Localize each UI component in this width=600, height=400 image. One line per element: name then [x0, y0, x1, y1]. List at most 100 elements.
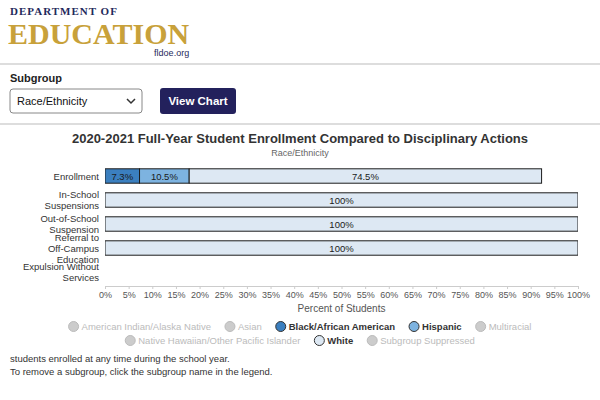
tick-label: 50% [333, 290, 351, 300]
tick-mark [152, 286, 153, 289]
tick-label: 80% [475, 290, 493, 300]
tick: 80% [475, 286, 493, 300]
tick-label: 90% [522, 290, 540, 300]
tick: 65% [404, 286, 422, 300]
tick-label: 70% [428, 290, 446, 300]
tick-mark [105, 286, 106, 289]
legend-marker[interactable] [367, 336, 377, 346]
tick-label: 95% [546, 290, 564, 300]
select-value[interactable]: Race/Ethnicity [17, 95, 88, 107]
category-label: Referral toOff-CampusEducation [48, 232, 99, 265]
legend-item[interactable]: American Indian/Alaska Native [69, 321, 211, 332]
tick-label: 65% [404, 290, 422, 300]
data-label: 100% [329, 195, 354, 206]
tick-label: 25% [215, 290, 233, 300]
tick-label: 20% [191, 290, 209, 300]
category-labels: EnrollmentIn-SchoolSuspensionsOut-of-Sch… [23, 171, 99, 284]
tick-mark [365, 286, 366, 289]
select-chevron[interactable] [127, 99, 135, 103]
data-label: 100% [329, 219, 354, 230]
select-box[interactable] [10, 89, 142, 113]
controls-rule [0, 124, 600, 125]
subgroup-select[interactable]: Race/Ethnicity [10, 89, 142, 113]
x-axis: 0%5%10%15%20%25%30%35%40%45%50%55%60%65%… [99, 286, 590, 300]
legend-marker[interactable] [314, 336, 324, 346]
tick-mark [507, 286, 508, 289]
legend-label[interactable]: Native Hawaiian/Other Pacific Islander [138, 335, 300, 346]
legend-marker[interactable] [409, 322, 419, 332]
legend-marker[interactable] [69, 322, 79, 332]
tick-mark [294, 286, 295, 289]
tick: 10% [144, 286, 162, 300]
data-label: 10.5% [151, 171, 178, 182]
legend-label[interactable]: Hispanic [422, 321, 462, 332]
legend-label[interactable]: Subgroup Suppressed [380, 335, 475, 346]
header-rule [0, 64, 600, 65]
tick: 90% [522, 286, 540, 300]
data-labels: 7.3%10.5%74.5%100%100%100% [111, 171, 379, 254]
legend-label[interactable]: Black/African American [289, 321, 396, 332]
tick: 75% [451, 286, 469, 300]
legend-label[interactable]: Asian [238, 321, 262, 332]
legend-item[interactable]: Black/African American [276, 321, 396, 332]
logo-main: EDUCATION [8, 17, 189, 50]
legend-label[interactable]: Multiracial [489, 321, 532, 332]
tick-mark [247, 286, 248, 289]
bar-segment [105, 193, 578, 207]
legend-item[interactable]: Asian [225, 321, 262, 332]
legend-marker[interactable] [476, 322, 486, 332]
legend-label[interactable]: White [327, 335, 353, 346]
tick-label: 5% [123, 290, 136, 300]
control-label: Subgroup [10, 72, 62, 84]
tick-mark [578, 286, 579, 289]
bar-segment [105, 241, 578, 255]
legend-item[interactable]: Native Hawaiian/Other Pacific Islander [125, 335, 300, 346]
tick: 20% [191, 286, 209, 300]
tick: 70% [428, 286, 446, 300]
tick: 85% [499, 286, 517, 300]
legend-marker[interactable] [225, 322, 235, 332]
footnote: students enrolled at any time during the… [10, 353, 230, 364]
tick: 30% [238, 286, 256, 300]
tick: 45% [309, 286, 327, 300]
tick-label: 10% [144, 290, 162, 300]
page: DEPARTMENT OFEDUCATIONfldoe.orgSubgroupR… [0, 0, 600, 400]
tick-mark [200, 286, 201, 289]
legend-marker[interactable] [125, 336, 135, 346]
tick-mark [460, 286, 461, 289]
tick-label: 100% [567, 290, 590, 300]
tick-mark [412, 286, 413, 289]
data-label: 74.5% [352, 171, 379, 182]
tick-mark [389, 286, 390, 289]
legend-marker[interactable] [276, 322, 286, 332]
tick: 15% [167, 286, 185, 300]
tick-mark [271, 286, 272, 289]
tick: 35% [262, 286, 280, 300]
view-chart-button[interactable]: View Chart [160, 88, 236, 114]
legend-label[interactable]: American Indian/Alaska Native [82, 321, 211, 332]
button-label[interactable]: View Chart [168, 95, 227, 107]
tick-label: 35% [262, 290, 280, 300]
tick: 55% [357, 286, 375, 300]
legend-item[interactable]: Subgroup Suppressed [367, 335, 475, 346]
tick: 95% [546, 286, 564, 300]
legend-item[interactable]: Hispanic [409, 321, 462, 332]
tick-label: 45% [309, 290, 327, 300]
tick-mark [483, 286, 484, 289]
tick-mark [531, 286, 532, 289]
legend-item[interactable]: Multiracial [476, 321, 532, 332]
tick-mark [342, 286, 343, 289]
tick: 0% [99, 286, 112, 300]
legend-item[interactable]: White [314, 335, 353, 346]
tick-label: 0% [99, 290, 112, 300]
footnote: To remove a subgroup, click the subgroup… [10, 366, 272, 377]
button-box[interactable] [160, 88, 236, 114]
tick: 100% [567, 286, 590, 300]
category-label: Enrollment [54, 171, 100, 182]
bar-segment [105, 217, 578, 231]
tick-label: 55% [357, 290, 375, 300]
tick-mark [223, 286, 224, 289]
data-label: 7.3% [111, 171, 133, 182]
tick-label: 75% [451, 290, 469, 300]
tick-mark [129, 286, 130, 289]
